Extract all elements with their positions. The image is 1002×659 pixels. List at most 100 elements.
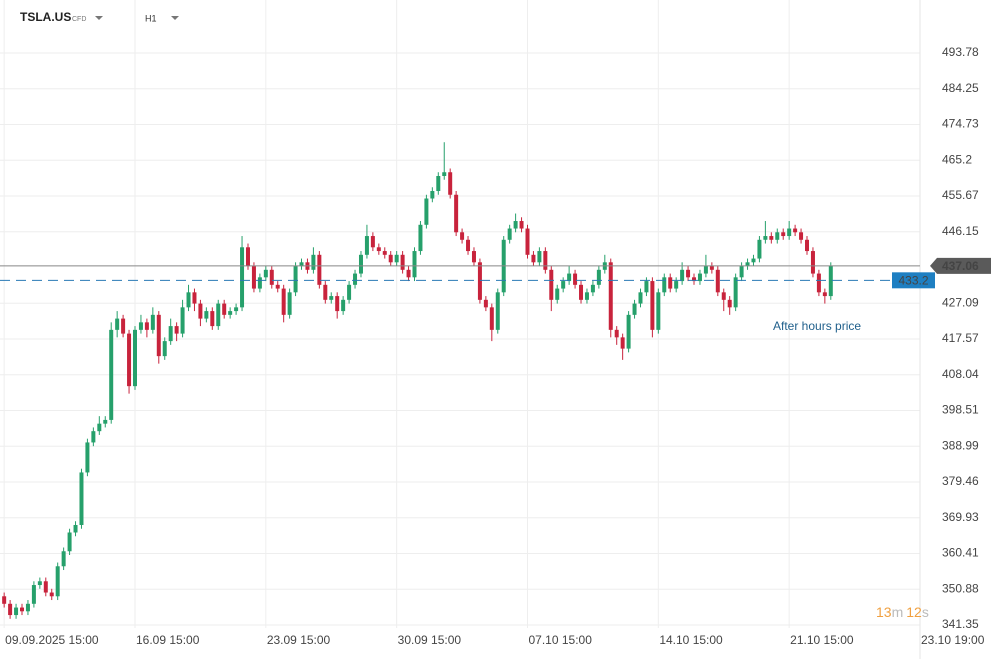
symbol-dropdown[interactable] [95,16,103,20]
candle-body [513,221,518,229]
candle-body [198,303,203,319]
candle-body [644,281,649,293]
candle-body [715,269,720,293]
candle-body [549,269,554,300]
candle-body [115,318,120,330]
y-tick-label: 388.99 [942,438,979,452]
candle-body [370,236,375,248]
countdown-minutes-unit: m [892,604,904,620]
candle-body [656,292,661,330]
candle-body [579,284,584,300]
candle-body [156,314,161,357]
candle-body [626,314,631,349]
candle-body [531,254,536,263]
candle-body [245,247,250,267]
candle-body [584,292,589,300]
candle-body [150,314,155,330]
candle-body [495,292,500,330]
x-tick-label: 23.09 15:00 [267,633,331,647]
candle-body [703,266,708,274]
y-tick-label: 493.78 [942,45,979,59]
candle-body [745,262,750,267]
candle-body [269,269,274,285]
candle-body [733,277,738,308]
candle-body [353,273,358,285]
candle-body [662,277,667,293]
candle-body [329,296,334,300]
candle-body [668,277,673,289]
candle-body [781,232,786,237]
y-tick-label: 369.93 [942,510,979,524]
candle-body [317,254,322,285]
candle-body [424,198,429,225]
candle-body [543,251,548,270]
y-tick-label: 427.09 [942,295,979,309]
x-tick-label: 09.09.2025 15:00 [5,633,99,647]
candle-body [376,247,381,252]
candle-body [471,251,476,263]
candle-body [787,228,792,237]
candle-body [442,172,447,176]
candle-body [121,318,126,334]
after-hours-price: 433.2 [898,273,928,287]
candle-body [109,329,114,420]
candle-body [590,284,595,293]
x-tick-label: 23.10 19:00 [921,633,985,647]
candle-body [222,303,227,315]
candle-body [168,326,173,342]
candle-body [358,254,363,274]
candle-body [674,281,679,289]
candle-body [555,288,560,300]
candle-body [281,288,286,315]
candle-body [448,172,453,195]
candle-body [251,266,256,289]
y-tick-label: 446.15 [942,224,979,238]
candle-body [97,423,102,432]
y-tick-label: 360.41 [942,546,979,560]
y-tick-label: 465.2 [942,152,972,166]
candle-body [632,303,637,315]
y-tick-label: 474.73 [942,117,979,131]
candle-body [311,254,316,270]
y-tick-label: 484.25 [942,81,979,95]
countdown-minutes: 13 [876,604,892,620]
candle-body [799,232,804,240]
candle-body [620,337,625,349]
candle-body [49,592,54,597]
x-tick-label: 14.10 15:00 [659,633,723,647]
candle-body [721,292,726,300]
candle-body [73,524,78,533]
last-price-label: 437.06 [942,259,979,273]
interval[interactable]: H1 [145,13,157,23]
candle-body [8,603,13,616]
candle-body [816,273,821,293]
symbol[interactable]: TSLA.US [20,10,71,24]
candle-body [335,296,340,312]
candle-body [454,194,459,233]
candle-body [822,292,827,297]
y-tick-label: 350.88 [942,581,979,595]
after-hours-box [892,272,935,289]
candle-body [573,273,578,285]
y-tick-label: 417.57 [942,331,979,345]
candle-body [400,254,405,270]
candle-body [650,281,655,330]
candle-body [257,277,262,289]
candle-body [287,292,292,315]
candle-body [79,472,84,525]
interval-dropdown[interactable] [171,16,179,20]
candle-body [525,228,530,255]
candle-body [388,254,393,263]
candle-body [519,221,524,229]
candle-body [686,269,691,278]
candle-body [489,307,494,330]
candle-body [180,307,185,334]
candle-body [43,581,48,593]
candle-body [138,322,143,330]
overlay: 437.06 433.2 [0,257,991,289]
x-tick-label: 30.09 15:00 [398,633,462,647]
candle-body [263,269,268,278]
